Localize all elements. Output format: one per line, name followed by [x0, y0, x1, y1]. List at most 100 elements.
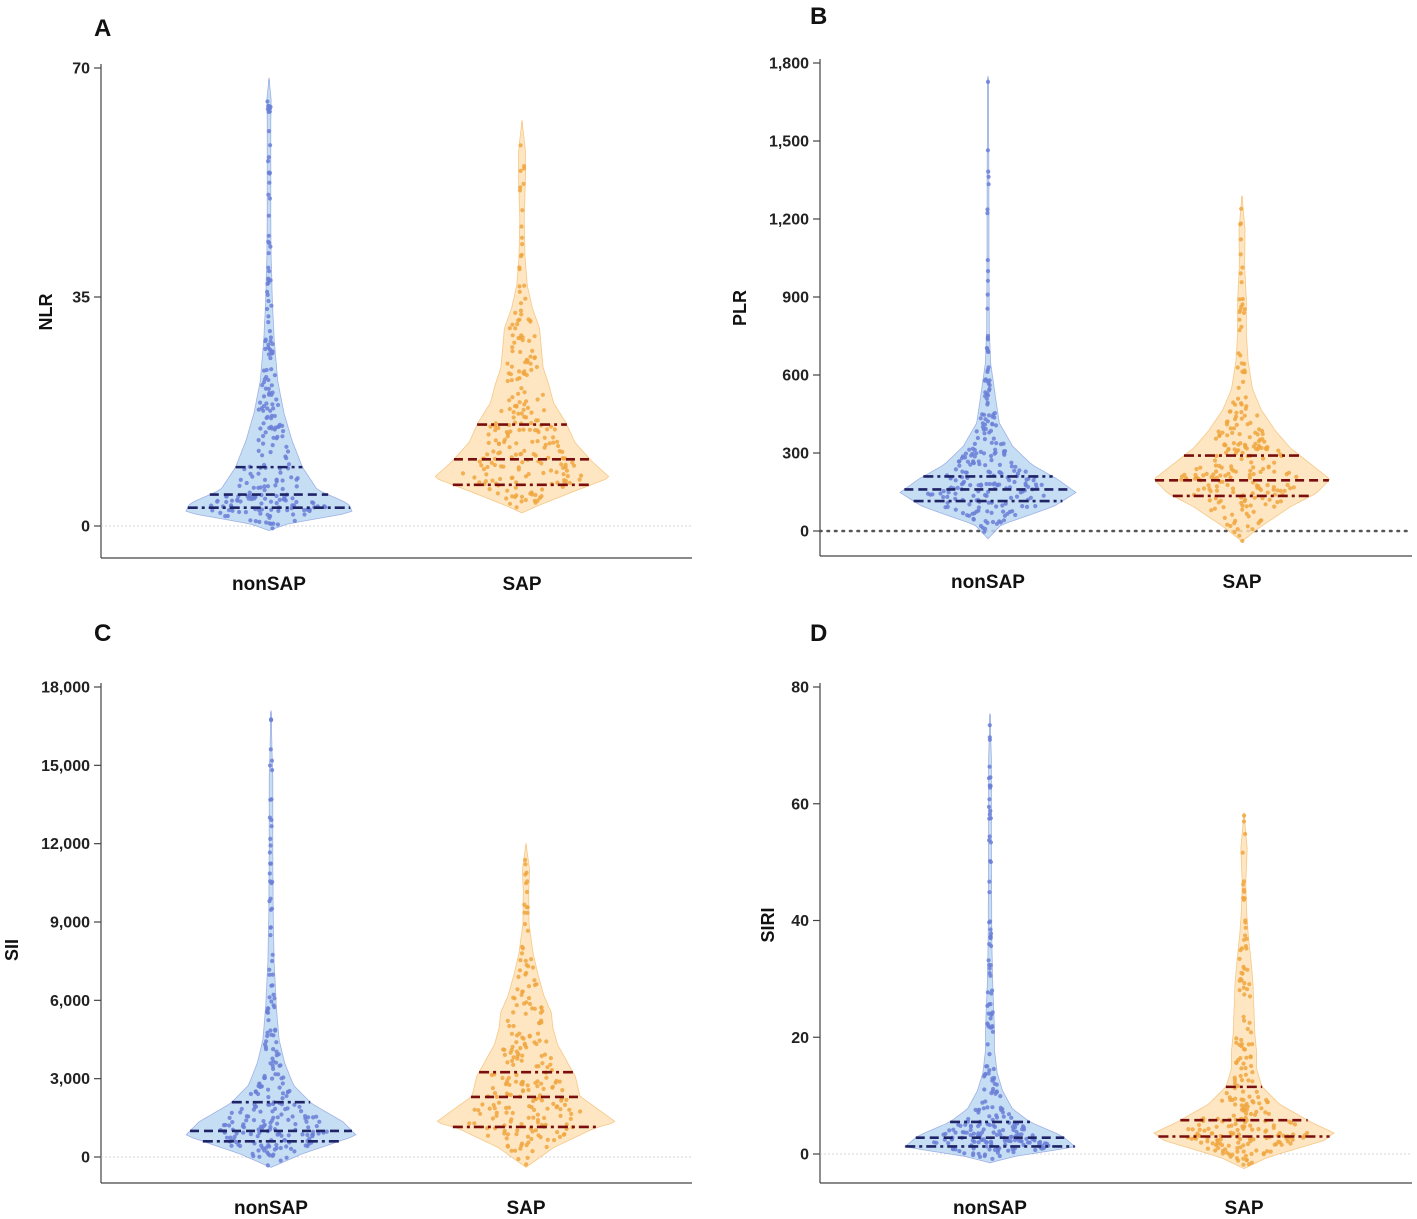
data-point — [1268, 1149, 1273, 1154]
data-point — [984, 1144, 989, 1149]
data-point — [483, 479, 488, 484]
data-point — [1263, 1110, 1268, 1115]
data-point — [938, 491, 943, 496]
data-point — [558, 1107, 563, 1112]
data-point — [1214, 484, 1219, 489]
data-point — [985, 509, 990, 514]
data-point — [244, 480, 249, 486]
data-point — [548, 1056, 554, 1061]
data-point — [507, 1023, 512, 1029]
y-tick-label: 1,800 — [769, 56, 809, 73]
data-point — [534, 982, 539, 987]
data-point — [957, 1149, 962, 1154]
data-point — [578, 1109, 583, 1114]
data-point — [994, 441, 999, 446]
data-point — [533, 453, 538, 458]
data-point — [270, 402, 275, 407]
data-point — [499, 464, 504, 469]
data-point — [491, 449, 496, 454]
data-point — [987, 890, 992, 895]
data-point — [1235, 527, 1240, 532]
data-point — [278, 1063, 283, 1068]
data-point — [1282, 488, 1287, 493]
data-point — [266, 298, 271, 304]
data-point — [1207, 498, 1212, 503]
data-point — [958, 1123, 963, 1128]
data-point — [496, 425, 501, 431]
data-point — [514, 404, 519, 409]
data-point — [1225, 482, 1230, 488]
data-point — [529, 367, 534, 372]
data-point — [1249, 1063, 1254, 1069]
data-point — [525, 1134, 531, 1139]
data-point — [517, 369, 522, 374]
data-point — [988, 1016, 993, 1021]
data-point — [514, 1033, 520, 1038]
data-point — [987, 1114, 992, 1119]
data-point — [280, 486, 285, 492]
data-point — [472, 1121, 477, 1126]
data-point — [994, 521, 1000, 526]
data-point — [275, 434, 280, 439]
data-point — [1254, 1148, 1259, 1153]
data-point — [522, 283, 527, 288]
data-point — [262, 1073, 267, 1079]
data-point — [509, 1117, 514, 1122]
data-point — [962, 1151, 967, 1156]
data-point — [264, 520, 269, 525]
data-point — [305, 1132, 310, 1138]
data-point — [261, 441, 266, 446]
data-point — [268, 925, 273, 930]
data-point — [1208, 489, 1213, 494]
data-point — [1234, 1036, 1239, 1041]
data-point — [532, 1107, 537, 1113]
data-point — [1243, 920, 1248, 925]
data-point — [514, 493, 519, 498]
data-point — [1256, 1127, 1261, 1132]
data-point — [1026, 484, 1031, 489]
data-point — [495, 491, 500, 496]
data-point — [526, 1087, 531, 1093]
data-point — [515, 322, 520, 327]
data-point — [520, 208, 525, 213]
data-point — [1260, 466, 1266, 472]
data-point — [505, 1144, 510, 1149]
data-point — [270, 952, 275, 957]
data-point — [491, 1102, 496, 1108]
data-point — [998, 470, 1003, 475]
data-point — [991, 1066, 996, 1072]
data-point — [280, 1096, 285, 1101]
data-point — [522, 414, 527, 419]
data-point — [560, 449, 565, 454]
data-point — [985, 1042, 990, 1047]
data-point — [1243, 1072, 1248, 1077]
data-point — [266, 1095, 271, 1100]
data-point — [302, 512, 307, 517]
data-point — [521, 427, 526, 432]
data-point — [1284, 472, 1289, 477]
data-point — [509, 1148, 514, 1153]
data-point — [266, 129, 272, 134]
data-point — [513, 310, 518, 315]
data-point — [1000, 1110, 1006, 1115]
data-point — [274, 1060, 279, 1065]
x-category-label: nonSAP — [953, 1198, 1027, 1219]
data-point — [984, 481, 989, 487]
data-point — [285, 1106, 290, 1111]
data-point — [987, 1122, 992, 1128]
data-point — [527, 1033, 532, 1038]
data-point — [510, 349, 515, 354]
data-point — [489, 1072, 494, 1078]
data-point — [210, 508, 215, 513]
data-point — [985, 306, 990, 311]
data-point — [518, 958, 523, 963]
data-point — [293, 1122, 298, 1127]
data-point — [510, 322, 515, 327]
data-point — [523, 497, 528, 503]
data-point — [986, 1011, 991, 1016]
data-point — [1231, 441, 1236, 446]
data-point — [967, 447, 972, 452]
data-point — [257, 1154, 262, 1159]
data-point — [1248, 503, 1253, 508]
data-point — [218, 510, 223, 515]
